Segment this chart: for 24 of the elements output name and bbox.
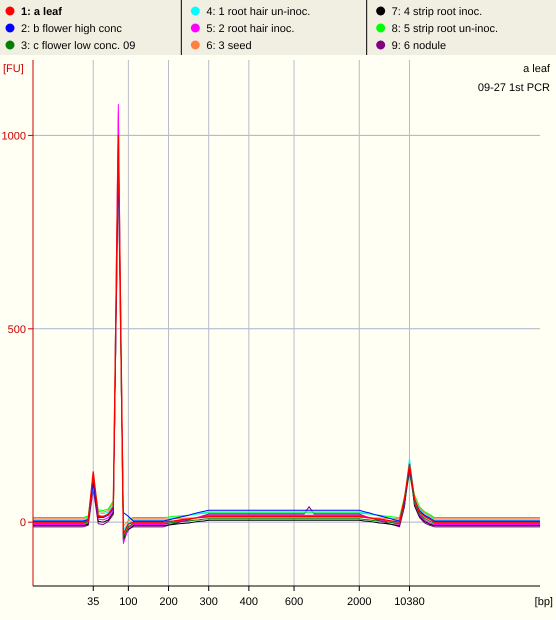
x-tick-label: 35 [87, 596, 100, 608]
x-tick-label: 300 [200, 596, 218, 608]
legend-label: 7: 4 strip root inoc. [392, 6, 482, 18]
legend-label: 4: 1 root hair un-inoc. [206, 6, 310, 18]
legend-label: 5: 2 root hair inoc. [206, 23, 294, 35]
x-tick-label: 200 [159, 596, 178, 608]
legend-label: 1: a leaf [21, 6, 62, 18]
legend-label: 3: c flower low conc. 09 [21, 40, 136, 52]
y-tick-label: 0 [20, 517, 26, 530]
legend-label: 2: b flower high conc [21, 23, 122, 35]
x-tick-label: 600 [284, 596, 304, 608]
x-tick-label: 2000 [347, 596, 372, 608]
legend-label: 6: 3 seed [206, 40, 252, 52]
x-tick-label: 400 [240, 596, 258, 608]
x-axis-title: [bp] [534, 596, 553, 608]
chart-title: a leaf [523, 63, 551, 75]
legend-label: 9: 6 nodule [392, 40, 446, 52]
x-tick-label: 100 [119, 596, 138, 608]
annotation: 09-27 1st PCR [478, 82, 550, 94]
legend-label: 8: 5 strip root un-inoc. [392, 23, 498, 35]
y-axis-title: [FU] [3, 63, 24, 75]
y-tick-label: 1000 [2, 130, 26, 142]
x-tick-label: 10380 [394, 596, 425, 608]
y-tick-label: 500 [8, 324, 26, 336]
